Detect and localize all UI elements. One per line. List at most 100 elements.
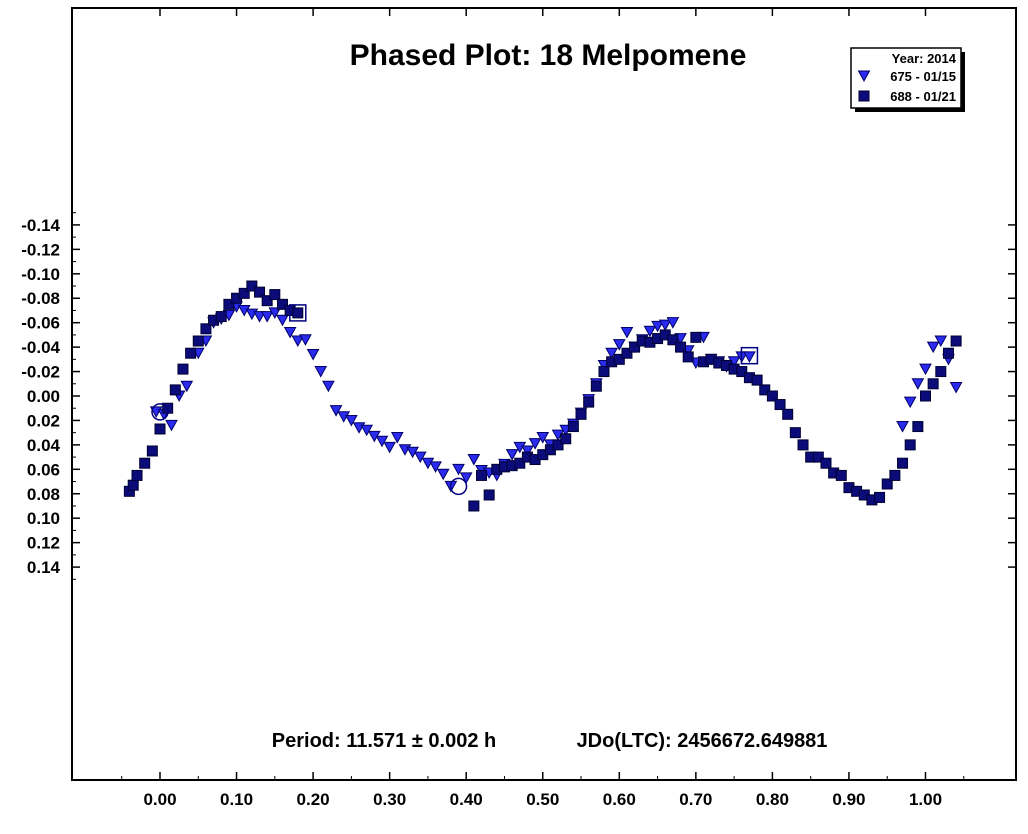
point-675 [643,325,657,338]
point-688 [583,396,595,408]
point-688 [246,280,258,292]
x-tick-label: 0.50 [526,790,559,809]
x-tick-label: 0.20 [297,790,330,809]
point-688 [598,366,610,378]
point-688 [789,427,801,439]
point-688 [766,390,778,402]
x-tick-label: 0.60 [603,790,636,809]
point-688 [215,311,227,323]
point-688 [774,399,786,411]
point-675 [658,319,672,332]
y-tick-label: 0.08 [27,485,60,504]
x-tick-label: 0.90 [832,790,865,809]
point-688 [276,298,288,310]
point-675 [329,405,343,417]
point-675 [911,378,925,390]
point-688 [254,286,266,298]
point-675 [452,463,465,476]
point-688 [483,489,495,501]
point-688 [820,457,832,469]
point-688 [912,421,924,433]
y-tick-label: -0.12 [21,240,60,259]
point-675 [253,311,266,323]
point-675 [651,320,664,333]
point-688 [127,479,139,491]
point-688 [812,451,824,463]
point-688 [575,408,587,420]
point-688 [682,351,694,363]
y-tick-label: -0.14 [21,216,60,235]
point-675 [612,339,626,351]
point-675 [949,381,963,394]
point-675 [536,432,550,444]
legend-entry-688: 688 - 01/21 [890,89,956,104]
x-tick-label: 0.40 [450,790,483,809]
x-tick-label: 0.00 [143,790,176,809]
point-675 [934,335,948,348]
x-tick-label: 0.80 [756,790,789,809]
point-688 [736,366,748,378]
point-675 [459,472,473,484]
point-675 [383,441,396,454]
point-688 [782,408,794,420]
point-688 [797,439,809,451]
point-688 [560,433,572,445]
point-675 [322,380,335,393]
point-675 [919,363,932,376]
point-675 [390,432,404,444]
y-tick-label: -0.08 [21,289,60,308]
chart-title: Phased Plot: 18 Melpomene [350,39,747,72]
point-688 [881,478,893,490]
point-688 [950,335,962,347]
start-marker-circle [151,403,169,421]
legend-title: Year: 2014 [892,51,957,66]
point-675 [260,311,274,323]
x-tick-label: 0.10 [220,790,253,809]
point-675 [314,366,328,378]
point-688 [552,439,564,451]
point-688 [185,347,197,359]
point-688 [751,374,763,386]
point-688 [146,445,158,457]
point-688 [629,341,641,353]
point-688 [889,469,901,481]
point-688 [920,390,931,402]
start-marker-circle [449,477,468,496]
point-675 [180,380,194,393]
point-688 [613,353,625,365]
point-688 [667,334,679,346]
data-points [123,280,963,512]
point-675 [429,461,442,473]
legend-entry-675: 675 - 01/15 [890,69,956,84]
point-688 [621,347,633,359]
point-688 [269,289,281,301]
point-688 [177,363,189,375]
point-688 [927,378,939,390]
point-688 [690,331,702,343]
point-675 [521,445,534,458]
point-675 [360,424,374,437]
point-675 [283,326,297,339]
point-675 [345,414,358,427]
point-688 [154,423,166,435]
point-675 [413,451,427,464]
point-688 [468,500,480,512]
y-tick-label: 0.04 [27,436,61,455]
jdo-annotation: JDo(LTC): 2456672.649881 [577,730,828,752]
start-marker-square [289,304,307,322]
point-688 [292,307,304,319]
x-tick-label: 0.70 [679,790,712,809]
point-688 [675,341,687,353]
point-688 [567,421,579,433]
point-675 [306,348,320,361]
y-tick-label: 0.06 [27,460,60,479]
point-688 [476,469,488,481]
plot-frame [71,7,1017,781]
point-675 [903,396,917,409]
point-688 [759,384,771,396]
legend: Year: 2014 675 - 01/15 688 - 01/21 [850,47,965,112]
y-tick-label: -0.04 [21,338,60,357]
start-marker-square [740,346,759,365]
point-688 [835,469,847,481]
